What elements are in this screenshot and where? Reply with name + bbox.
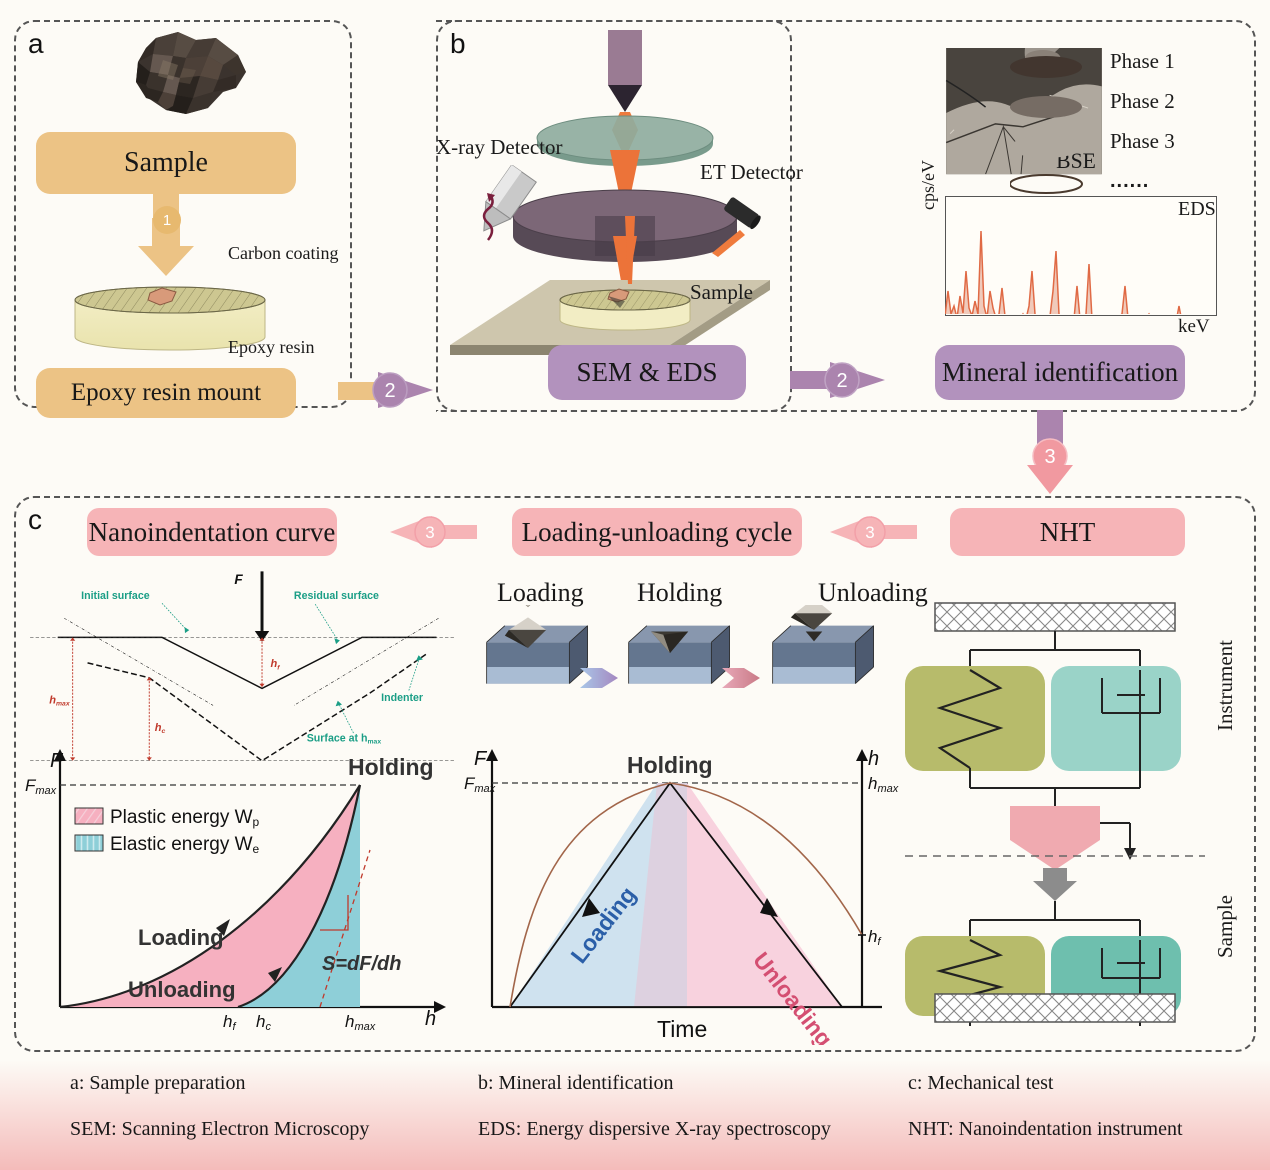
svg-text:Holding: Holding (627, 752, 713, 778)
svg-text:F: F (474, 748, 488, 770)
svg-text:Time: Time (657, 1016, 707, 1042)
svg-text:hf: hf (868, 927, 881, 948)
svg-text:Initial surface: Initial surface (81, 590, 150, 602)
svg-text:hc: hc (256, 1012, 271, 1033)
svg-text:3: 3 (865, 523, 874, 542)
svg-text:hf: hf (223, 1012, 236, 1033)
svg-text:Loading: Loading (138, 925, 224, 950)
svg-text:2: 2 (836, 370, 847, 392)
svg-text:Plastic energy Wp: Plastic energy Wp (110, 807, 260, 829)
svg-text:Residual surface: Residual surface (294, 590, 379, 602)
svg-text:3: 3 (1044, 446, 1055, 468)
svg-text:Indenter: Indenter (381, 692, 423, 704)
svg-text:Surface at hmax: Surface at hmax (307, 733, 382, 746)
svg-text:hmax: hmax (49, 694, 71, 707)
svg-text:h: h (868, 748, 879, 770)
svg-text:F: F (50, 750, 64, 772)
svg-text:h: h (425, 1008, 436, 1030)
svg-text:Unloading: Unloading (128, 977, 236, 1002)
svg-text:hmax: hmax (868, 774, 899, 795)
svg-text:hc: hc (155, 722, 166, 735)
svg-text:S=dF/dh: S=dF/dh (322, 953, 401, 975)
svg-text:hmax: hmax (345, 1012, 376, 1033)
svg-text:Holding: Holding (348, 754, 434, 780)
svg-text:F: F (234, 572, 243, 587)
svg-text:hf: hf (271, 658, 281, 671)
svg-text:2: 2 (384, 380, 395, 402)
svg-text:Elastic energy We: Elastic energy We (110, 834, 260, 856)
svg-text:Fmax: Fmax (25, 776, 57, 797)
svg-text:3: 3 (425, 523, 434, 542)
